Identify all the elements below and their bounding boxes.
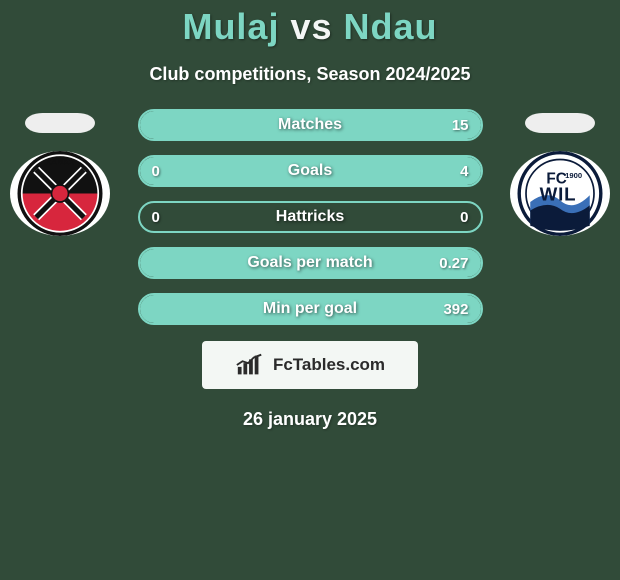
player2-name: Ndau <box>344 6 438 47</box>
right-country-flag <box>525 113 595 133</box>
svg-text:1900: 1900 <box>565 171 582 180</box>
vs-text: vs <box>290 6 332 47</box>
stat-right-value: 15 <box>452 117 469 134</box>
right-column: FC 1900 WIL <box>500 109 620 236</box>
svg-text:WIL: WIL <box>540 183 577 204</box>
main-row: XAMAX Matches 15 0 Goals 4 0 Hattricks 0 Goals p… <box>0 109 620 325</box>
stat-bar: Min per goal 392 <box>138 293 483 325</box>
chart-icon <box>235 353 265 377</box>
stat-bar: 0 Hattricks 0 <box>138 201 483 233</box>
brand-box[interactable]: FcTables.com <box>202 341 418 389</box>
stat-label: Min per goal <box>263 300 357 318</box>
stat-label: Matches <box>278 116 342 134</box>
right-club-logo: FC 1900 WIL <box>510 151 610 236</box>
stat-right-value: 4 <box>460 163 468 180</box>
left-club-logo: XAMAX <box>10 151 110 236</box>
subtitle: Club competitions, Season 2024/2025 <box>149 64 470 85</box>
date-text: 26 january 2025 <box>243 409 377 430</box>
stat-bar: 0 Goals 4 <box>138 155 483 187</box>
left-column: XAMAX <box>0 109 120 236</box>
svg-text:XAMAX: XAMAX <box>46 158 74 167</box>
wil-logo-icon: FC 1900 WIL <box>510 151 610 236</box>
stat-right-value: 0 <box>460 209 468 226</box>
stat-bar: Goals per match 0.27 <box>138 247 483 279</box>
xamax-logo-icon: XAMAX <box>10 151 110 236</box>
stat-right-value: 0.27 <box>439 255 468 272</box>
stat-label: Goals <box>288 162 332 180</box>
stats-column: Matches 15 0 Goals 4 0 Hattricks 0 Goals per mat… <box>120 109 500 325</box>
page-title: Mulaj vs Ndau <box>182 6 437 48</box>
player1-name: Mulaj <box>182 6 279 47</box>
stat-left-value: 0 <box>152 163 160 180</box>
stat-left-value: 0 <box>152 209 160 226</box>
stat-label: Hattricks <box>276 208 344 226</box>
stat-label: Goals per match <box>247 254 372 272</box>
left-country-flag <box>25 113 95 133</box>
stat-right-value: 392 <box>443 301 468 318</box>
brand-name: FcTables.com <box>273 355 385 375</box>
stat-bar: Matches 15 <box>138 109 483 141</box>
comparison-card: Mulaj vs Ndau Club competitions, Season … <box>0 0 620 430</box>
